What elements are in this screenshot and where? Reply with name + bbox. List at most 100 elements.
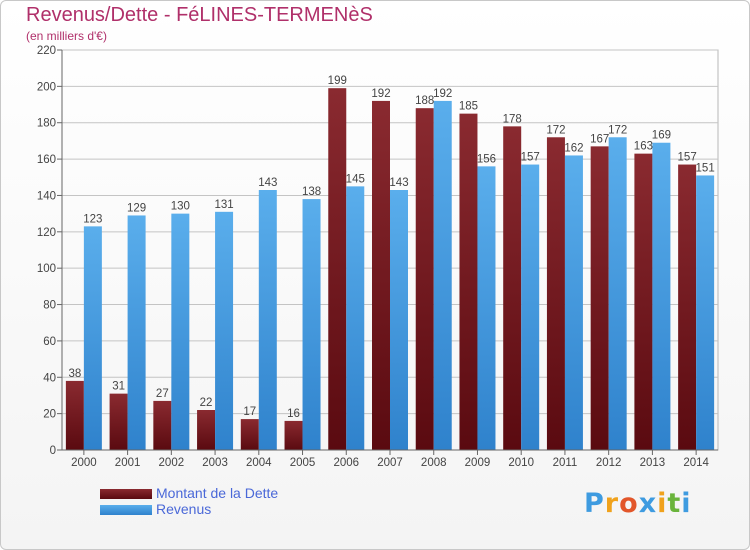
proxiti-logo: Proxiti [584, 488, 692, 519]
logo-letter: o [619, 488, 639, 519]
data-label-dette: 16 [287, 408, 300, 420]
data-label-revenus: 123 [83, 213, 102, 225]
data-label-revenus: 131 [214, 199, 233, 211]
logo-letter: r [604, 488, 620, 519]
data-label-revenus: 143 [258, 177, 277, 189]
logo-letter: t [667, 488, 682, 519]
data-labels: 3812331129271302213117143161381991451921… [68, 75, 714, 420]
bar-dette [678, 164, 697, 450]
x-tick-label: 2009 [465, 457, 491, 469]
bar-dette [634, 153, 653, 451]
data-label-dette: 31 [112, 381, 125, 393]
x-tick-label: 2000 [71, 457, 97, 469]
x-tick-label: 2014 [683, 457, 709, 469]
legend-swatch-debt [100, 489, 152, 499]
bar-dette [503, 126, 522, 450]
bar-dette [153, 400, 172, 450]
data-label-revenus: 172 [608, 124, 627, 136]
bar-dette [197, 410, 216, 450]
logo-letter: x [638, 488, 658, 519]
bar-dette [284, 420, 303, 450]
logo-letter: P [584, 488, 605, 519]
data-label-dette: 178 [503, 113, 522, 125]
x-tick-label: 2003 [202, 457, 228, 469]
bar-dette [546, 137, 565, 451]
data-label-revenus: 151 [696, 162, 715, 174]
bar-revenus [171, 213, 190, 450]
data-label-revenus: 156 [477, 153, 496, 165]
data-label-revenus: 169 [652, 130, 671, 142]
data-label-revenus: 143 [389, 177, 408, 189]
bar-revenus [521, 164, 540, 450]
bar-revenus [696, 175, 715, 451]
chart-title: Revenus/Dette - FéLINES-TERMENèS [26, 4, 373, 26]
bar-dette [328, 88, 347, 450]
bar-revenus [302, 199, 321, 450]
data-label-revenus: 162 [564, 142, 583, 154]
data-label-revenus: 129 [127, 202, 146, 214]
x-tick-label: 2011 [553, 457, 578, 469]
x-axis: 2000 2001 2002 2003 2004 2005 2006 2007 2008 2009… [62, 449, 718, 469]
data-label-dette: 38 [68, 368, 81, 380]
data-label-revenus: 130 [171, 201, 190, 213]
x-tick-label: 2005 [290, 457, 316, 469]
y-tick-label: 220 [37, 45, 56, 57]
bar-dette [590, 146, 609, 450]
data-label-dette: 199 [328, 75, 347, 87]
bar-revenus [433, 100, 452, 450]
bar-dette [65, 380, 84, 450]
x-tick-label: 2004 [246, 457, 272, 469]
data-label-dette: 163 [634, 141, 653, 153]
data-label-dette: 192 [371, 88, 390, 100]
data-label-dette: 188 [415, 95, 434, 107]
bar-revenus [608, 137, 627, 451]
x-tick-label: 2001 [115, 457, 141, 469]
bar-revenus [215, 211, 234, 450]
legend-label-debt: Montant de la Dette [156, 485, 279, 501]
logo-letter: i [657, 488, 668, 519]
x-tick-label: 2008 [421, 457, 447, 469]
bar-revenus [258, 190, 277, 450]
bar-revenus [652, 142, 671, 450]
data-label-dette: 167 [590, 133, 609, 145]
bar-revenus [127, 215, 146, 450]
x-tick-label: 2007 [377, 457, 403, 469]
data-label-revenus: 157 [521, 152, 540, 164]
bar-dette [372, 100, 390, 450]
data-label-revenus: 192 [433, 88, 452, 100]
x-tick-label: 2010 [508, 457, 534, 469]
bar-dette [240, 419, 259, 450]
data-label-dette: 22 [200, 397, 213, 409]
bars [65, 88, 715, 451]
data-label-dette: 185 [459, 101, 478, 113]
legend-swatch-revenus [100, 505, 152, 515]
y-tick-label: 0 [50, 445, 56, 457]
data-label-dette: 27 [156, 388, 169, 400]
y-tick-label: 140 [37, 190, 56, 202]
chart-subtitle: (en milliers d'€) [26, 29, 107, 43]
bar-revenus [390, 190, 408, 450]
y-axis: 0 20 40 60 80 100 120 140 160 180 200 220 [37, 45, 63, 457]
data-label-dette: 17 [243, 406, 256, 418]
bar-revenus [346, 186, 365, 450]
y-tick-label: 100 [37, 263, 56, 275]
bar-revenus [83, 226, 102, 450]
y-tick-label: 180 [37, 118, 56, 130]
x-tick-label: 2002 [159, 457, 185, 469]
x-tick-label: 2012 [596, 457, 622, 469]
y-tick-label: 120 [37, 227, 56, 239]
y-tick-label: 200 [37, 81, 56, 93]
x-tick-label: 2006 [333, 457, 359, 469]
bar-dette [415, 108, 434, 450]
data-label-revenus: 145 [346, 173, 365, 185]
legend-label-revenus: Revenus [156, 501, 212, 517]
bar-revenus [477, 166, 496, 450]
data-label-revenus: 138 [302, 186, 321, 198]
y-tick-label: 80 [43, 300, 56, 312]
x-tick-label: 2013 [640, 457, 666, 469]
y-tick-label: 60 [43, 336, 56, 348]
logo-letter: i [681, 488, 692, 519]
y-tick-label: 20 [43, 409, 56, 421]
data-label-dette: 172 [546, 124, 565, 136]
